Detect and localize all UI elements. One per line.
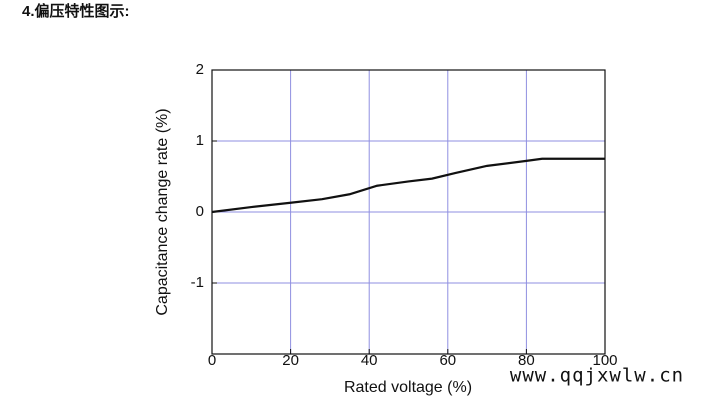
x-tick-label: 40 — [361, 352, 378, 369]
y-tick-label: 1 — [196, 132, 204, 149]
x-tick-label: 20 — [282, 352, 299, 369]
y-axis-label: Capacitance change rate (%) — [154, 108, 171, 315]
data-line — [211, 157, 605, 214]
watermark: www.qqjxwlw.cn — [510, 365, 684, 387]
section-title: 4.偏压特性图示: — [22, 2, 130, 20]
x-axis-label: Rated voltage (%) — [344, 379, 472, 396]
x-tick-label: 100 — [592, 352, 617, 369]
y-tick-label: 0 — [196, 203, 204, 220]
y-tick-label: 2 — [196, 61, 204, 78]
x-tick-label: 0 — [208, 352, 216, 369]
x-tick-label: 80 — [518, 352, 535, 369]
y-tick-label: -1 — [191, 274, 204, 291]
x-tick-label: 60 — [439, 352, 456, 369]
